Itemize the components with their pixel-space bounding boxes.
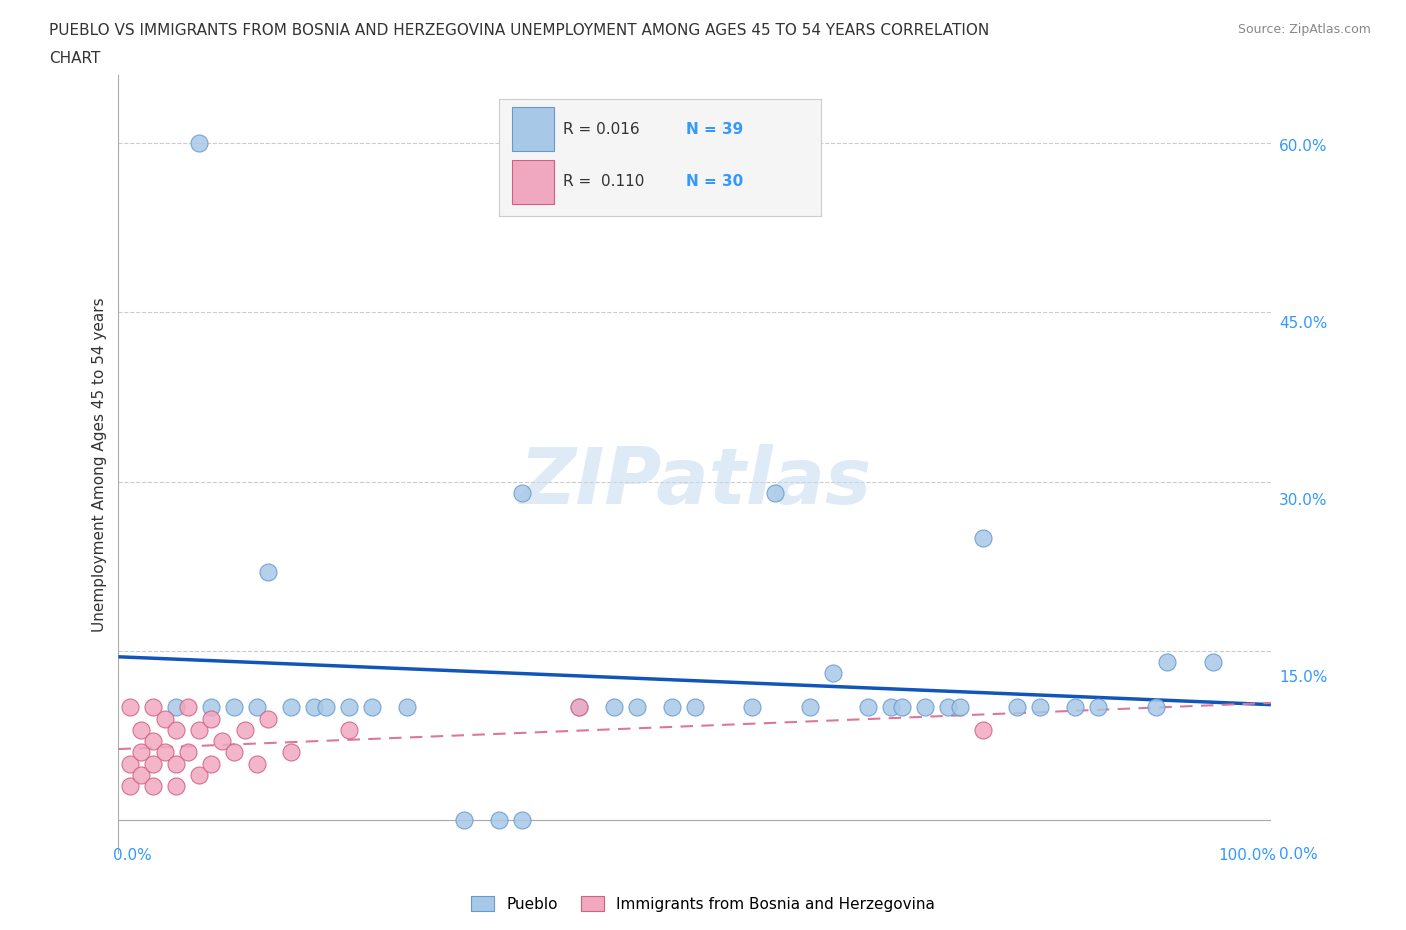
Point xyxy=(603,700,626,715)
Point xyxy=(118,756,141,771)
Point xyxy=(1144,700,1167,715)
Point xyxy=(661,700,683,715)
Point xyxy=(914,700,936,715)
Text: 0.0%: 0.0% xyxy=(112,848,152,863)
Point xyxy=(1156,655,1178,670)
Point xyxy=(568,700,591,715)
Point xyxy=(1202,655,1225,670)
Point xyxy=(142,700,165,715)
Point xyxy=(165,779,187,794)
Point xyxy=(118,779,141,794)
Text: 0.0%: 0.0% xyxy=(1279,846,1317,861)
Point xyxy=(165,723,187,737)
Point xyxy=(453,813,475,828)
Point xyxy=(510,813,533,828)
Point xyxy=(972,531,994,546)
Text: PUEBLO VS IMMIGRANTS FROM BOSNIA AND HERZEGOVINA UNEMPLOYMENT AMONG AGES 45 TO 5: PUEBLO VS IMMIGRANTS FROM BOSNIA AND HER… xyxy=(49,23,990,38)
Point xyxy=(211,734,233,749)
Point xyxy=(1087,700,1109,715)
Point xyxy=(763,485,786,500)
Text: 15.0%: 15.0% xyxy=(1279,670,1327,684)
Point xyxy=(246,700,269,715)
Point xyxy=(257,565,280,579)
Point xyxy=(337,700,360,715)
Point xyxy=(142,756,165,771)
Text: CHART: CHART xyxy=(49,51,101,66)
Point xyxy=(200,756,222,771)
Legend: Pueblo, Immigrants from Bosnia and Herzegovina: Pueblo, Immigrants from Bosnia and Herze… xyxy=(465,889,941,918)
Point xyxy=(153,745,176,760)
Text: 45.0%: 45.0% xyxy=(1279,315,1327,331)
Point xyxy=(153,711,176,726)
Point xyxy=(188,723,211,737)
Point xyxy=(246,756,269,771)
Point xyxy=(891,700,914,715)
Point xyxy=(118,700,141,715)
Point xyxy=(949,700,972,715)
Y-axis label: Unemployment Among Ages 45 to 54 years: Unemployment Among Ages 45 to 54 years xyxy=(93,298,107,632)
Point xyxy=(879,700,901,715)
Point xyxy=(337,723,360,737)
Point xyxy=(222,700,245,715)
Point xyxy=(131,767,153,782)
Point xyxy=(395,700,418,715)
Text: 100.0%: 100.0% xyxy=(1219,848,1277,863)
Point xyxy=(131,745,153,760)
Point xyxy=(176,745,198,760)
Point xyxy=(200,700,222,715)
Point xyxy=(1029,700,1052,715)
Point xyxy=(200,711,222,726)
Point xyxy=(165,700,187,715)
Point xyxy=(936,700,959,715)
Point xyxy=(280,745,302,760)
Point xyxy=(131,723,153,737)
Text: ZIPatlas: ZIPatlas xyxy=(519,444,870,520)
Point xyxy=(165,756,187,771)
Point xyxy=(510,485,533,500)
Point xyxy=(188,136,211,151)
Point xyxy=(304,700,326,715)
Text: Source: ZipAtlas.com: Source: ZipAtlas.com xyxy=(1237,23,1371,36)
Point xyxy=(188,767,211,782)
Point xyxy=(222,745,245,760)
Point xyxy=(142,779,165,794)
Point xyxy=(1064,700,1087,715)
Point xyxy=(315,700,337,715)
Point xyxy=(361,700,384,715)
Point xyxy=(856,700,879,715)
Point xyxy=(488,813,510,828)
Point xyxy=(176,700,198,715)
Point xyxy=(821,666,844,681)
Point xyxy=(741,700,763,715)
Point xyxy=(799,700,821,715)
Point xyxy=(142,734,165,749)
Point xyxy=(568,700,591,715)
Point xyxy=(972,723,994,737)
Point xyxy=(233,723,256,737)
Point xyxy=(626,700,648,715)
Point xyxy=(683,700,706,715)
Text: 60.0%: 60.0% xyxy=(1279,139,1327,153)
Point xyxy=(257,711,280,726)
Point xyxy=(1007,700,1029,715)
Point xyxy=(280,700,302,715)
Text: 30.0%: 30.0% xyxy=(1279,493,1327,508)
